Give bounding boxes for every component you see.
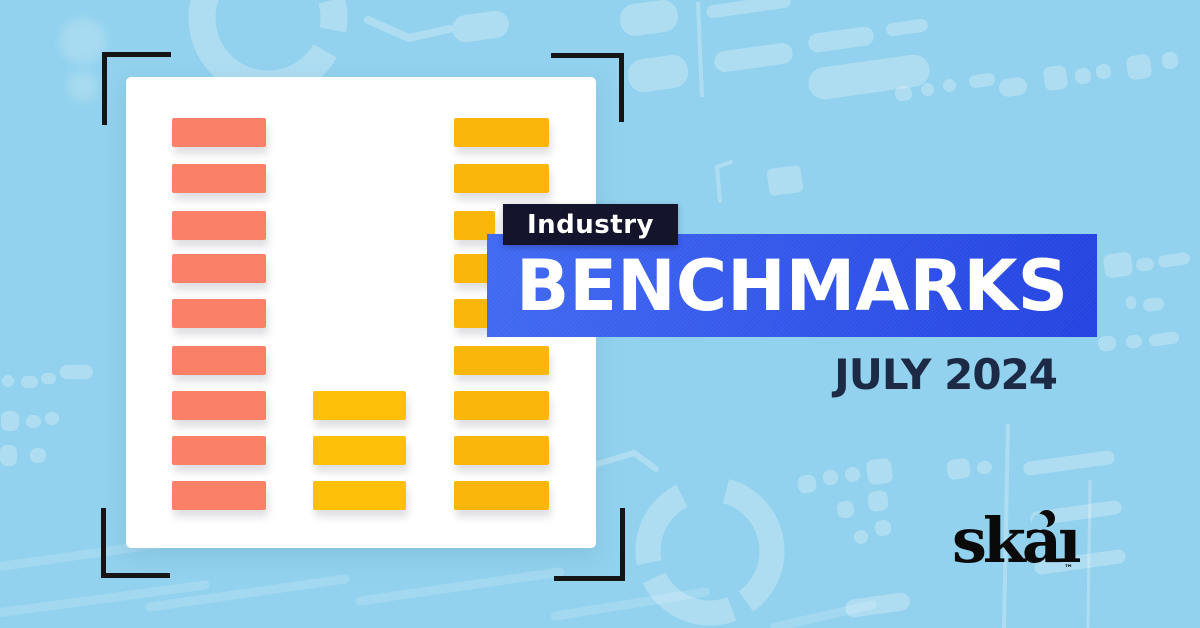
left-column-bar <box>172 118 266 147</box>
background-decoration <box>30 448 46 463</box>
left-column-bar <box>172 211 266 240</box>
trademark-symbol: ™ <box>1064 564 1073 574</box>
background-decoration <box>1042 64 1069 92</box>
left-column-bar <box>172 164 266 193</box>
grid-line-decoration <box>1002 423 1010 628</box>
right-column-bar <box>454 436 549 465</box>
line-chart-decoration <box>364 16 453 42</box>
crop-mark-bottom-right <box>554 508 625 581</box>
right-column-bar <box>454 164 549 193</box>
background-decoration <box>1125 53 1153 81</box>
left-column-bar <box>172 254 266 283</box>
background-decoration <box>766 164 804 197</box>
crop-mark-bottom-left <box>101 508 170 578</box>
left-column-bar <box>172 299 266 328</box>
grid-line-decoration <box>696 1 704 98</box>
background-decoration <box>45 412 59 425</box>
background-decoration <box>60 18 106 64</box>
middle-column-bar <box>313 436 406 465</box>
benchmarks-banner: BENCHMARKS <box>487 234 1097 337</box>
background-decoration <box>2 375 14 387</box>
middle-column-bar <box>313 391 406 420</box>
crop-mark-top-left <box>102 52 171 125</box>
middle-column-bar <box>313 481 406 510</box>
benchmarks-title: BENCHMARKS <box>515 244 1069 327</box>
right-column-bar <box>454 391 549 420</box>
industry-label: Industry <box>503 204 678 245</box>
streak-decoration <box>550 587 710 621</box>
background-decoration <box>0 445 17 466</box>
streak-decoration <box>355 567 565 606</box>
crop-mark-top-right <box>551 53 624 122</box>
background-decoration <box>60 365 93 379</box>
donut-chart-decoration <box>635 476 785 626</box>
background-decoration <box>1 411 19 431</box>
right-column-bar <box>454 118 549 147</box>
axis-decoration <box>714 160 733 203</box>
line-chart-decoration <box>591 450 659 472</box>
background-decoration <box>26 415 41 428</box>
right-column-bar <box>454 481 549 510</box>
background-decoration <box>41 373 56 384</box>
left-column-bar <box>172 481 266 510</box>
skai-logo-text: skaı <box>952 504 1082 577</box>
background-decoration <box>865 457 894 486</box>
industry-label-text: Industry <box>527 209 654 240</box>
background-decoration <box>945 457 972 481</box>
background-decoration <box>68 72 98 102</box>
left-column-bar <box>172 391 266 420</box>
skai-logo: skaı ™ <box>952 510 1082 585</box>
right-column-bar <box>454 346 549 375</box>
streak-decoration <box>0 580 210 618</box>
grid-line-decoration <box>1086 479 1092 628</box>
streak-decoration <box>770 600 877 628</box>
left-column-bar <box>172 346 266 375</box>
left-column-bar <box>172 436 266 465</box>
background-decoration <box>21 376 38 388</box>
background-decoration <box>866 489 890 513</box>
crescent-icon <box>1032 510 1055 530</box>
background-decoration <box>1102 251 1134 279</box>
date-label: JULY 2024 <box>834 350 1058 399</box>
streak-decoration <box>145 574 350 612</box>
